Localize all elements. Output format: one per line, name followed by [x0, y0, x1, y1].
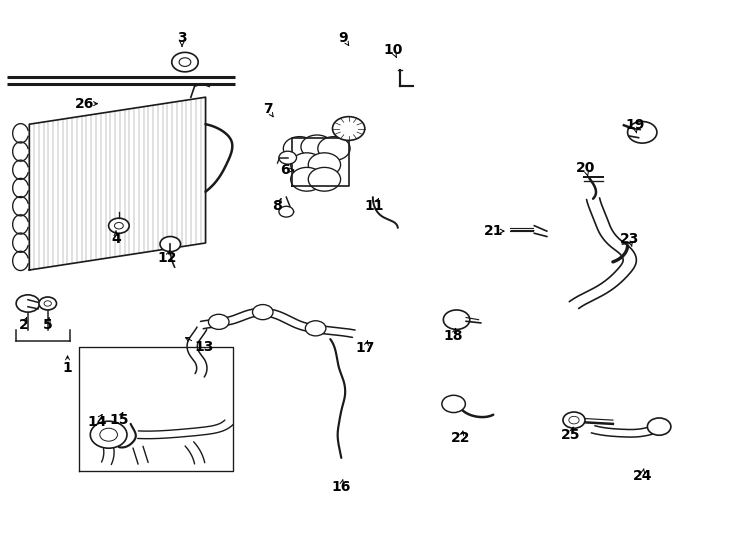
Text: 3: 3: [177, 31, 187, 45]
Text: 25: 25: [562, 428, 581, 442]
Circle shape: [16, 295, 40, 312]
Circle shape: [647, 418, 671, 435]
Circle shape: [442, 395, 465, 413]
Circle shape: [563, 412, 585, 428]
Circle shape: [279, 151, 297, 164]
Text: 1: 1: [62, 361, 73, 375]
Circle shape: [109, 218, 129, 233]
Circle shape: [308, 153, 341, 177]
Text: 18: 18: [444, 329, 463, 343]
Text: 2: 2: [18, 318, 29, 332]
Circle shape: [301, 135, 333, 159]
Text: 22: 22: [451, 431, 470, 446]
Circle shape: [291, 153, 323, 177]
Circle shape: [628, 122, 657, 143]
Circle shape: [333, 117, 365, 140]
Text: 11: 11: [365, 199, 384, 213]
Text: 24: 24: [633, 469, 652, 483]
Circle shape: [283, 137, 316, 160]
Text: 20: 20: [576, 161, 595, 176]
Text: 16: 16: [332, 480, 351, 494]
Circle shape: [160, 237, 181, 252]
Text: 4: 4: [111, 232, 121, 246]
Circle shape: [279, 206, 294, 217]
Circle shape: [172, 52, 198, 72]
Circle shape: [318, 137, 350, 160]
Text: 17: 17: [356, 341, 375, 355]
Circle shape: [291, 167, 323, 191]
Polygon shape: [29, 97, 206, 270]
Text: 6: 6: [280, 163, 290, 177]
Circle shape: [90, 421, 127, 448]
Text: 5: 5: [43, 318, 53, 332]
Circle shape: [308, 167, 341, 191]
Text: 13: 13: [195, 340, 214, 354]
Circle shape: [39, 297, 57, 310]
Text: 7: 7: [263, 102, 273, 116]
Circle shape: [208, 314, 229, 329]
Text: 19: 19: [625, 118, 644, 132]
Circle shape: [443, 310, 470, 329]
Text: 21: 21: [484, 224, 503, 238]
Text: 15: 15: [109, 413, 128, 427]
Text: 26: 26: [75, 97, 94, 111]
Text: 9: 9: [338, 31, 349, 45]
Text: 23: 23: [620, 232, 639, 246]
Circle shape: [305, 321, 326, 336]
Text: 14: 14: [87, 415, 106, 429]
Text: 8: 8: [272, 199, 283, 213]
Circle shape: [252, 305, 273, 320]
Text: 12: 12: [158, 251, 177, 265]
Text: 10: 10: [383, 43, 402, 57]
